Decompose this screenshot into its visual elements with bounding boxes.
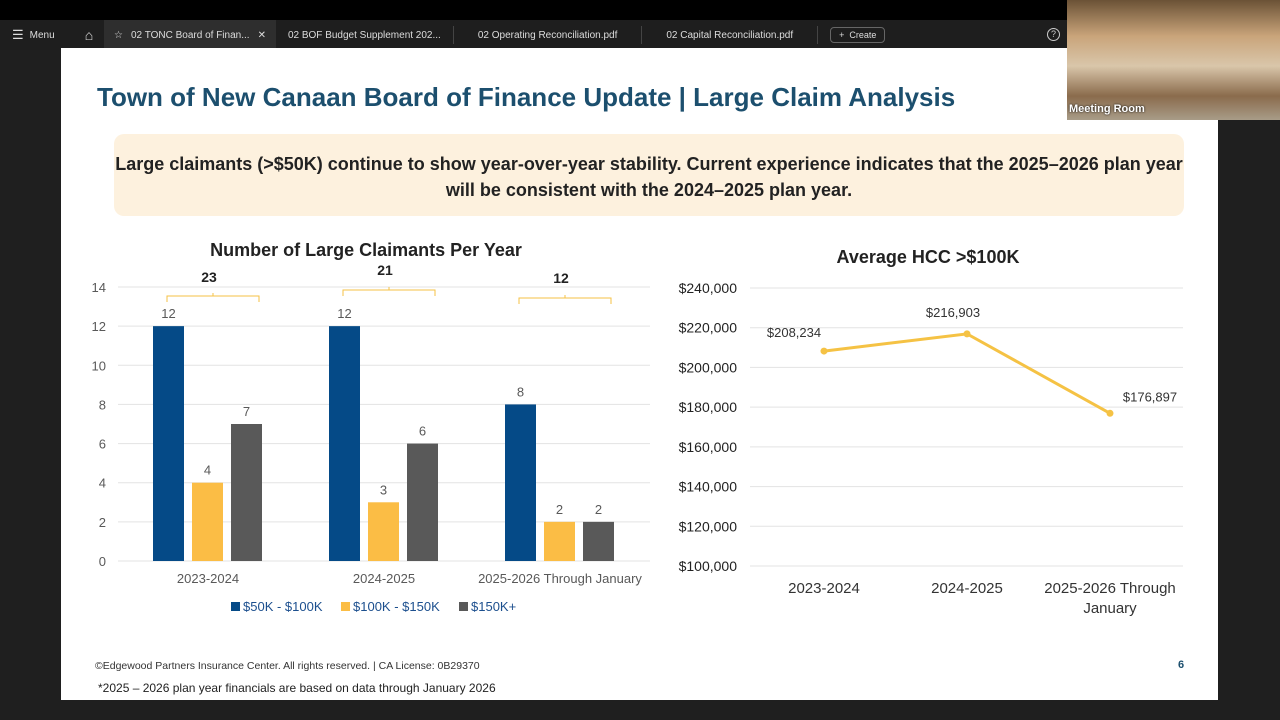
y-tick-label: 4 (99, 476, 106, 491)
video-feed: Meeting Room (1067, 0, 1280, 120)
bar (192, 482, 223, 561)
data-point (1106, 409, 1114, 417)
bar-data-label: 4 (204, 463, 211, 478)
y-tick-label: 2 (99, 515, 106, 530)
x-tick-label: January (1083, 600, 1137, 617)
create-button[interactable]: + Create (830, 27, 886, 43)
x-tick-label: 2023-2024 (788, 580, 860, 597)
top-strip (0, 0, 1280, 20)
y-tick-label: $160,000 (679, 439, 738, 455)
slide-title: Town of New Canaan Board of Finance Upda… (97, 82, 956, 112)
tab[interactable]: 02 BOF Budget Supplement 202... (276, 26, 454, 44)
total-label: 12 (553, 270, 569, 286)
video-label: Meeting Room (1069, 103, 1145, 115)
bar-chart-title: Number of Large Claimants Per Year (210, 240, 522, 260)
y-tick-label: $180,000 (679, 399, 738, 415)
bar-data-label: 2 (556, 502, 563, 517)
y-tick-label: $140,000 (679, 479, 738, 495)
x-tick-label: 2023-2024 (177, 571, 239, 586)
total-label: 21 (377, 262, 393, 278)
bar (505, 404, 536, 561)
close-icon[interactable]: ✕ (257, 29, 266, 41)
legend-label: $100K - $150K (353, 599, 440, 614)
x-tick-label: 2024-2025 (931, 580, 1003, 597)
line-chart-title: Average HCC >$100K (837, 247, 1020, 267)
point-label: $216,903 (926, 305, 980, 320)
y-tick-label: 10 (92, 358, 106, 373)
menu-button[interactable]: ☰ Menu (12, 27, 55, 42)
bar (368, 502, 399, 561)
total-bracket (518, 295, 612, 304)
legend-swatch (341, 602, 350, 611)
y-tick-label: $220,000 (679, 320, 738, 336)
plus-icon: + (839, 30, 845, 40)
home-icon[interactable]: ⌂ (84, 27, 94, 43)
point-label: $176,897 (1123, 389, 1177, 404)
page-number: 6 (1178, 659, 1185, 671)
y-tick-label: $120,000 (679, 518, 738, 534)
bar-data-label: 2 (595, 502, 602, 517)
y-tick-label: 8 (99, 397, 106, 412)
y-tick-label: $240,000 (679, 280, 738, 296)
data-point (820, 347, 828, 355)
tab[interactable]: 02 Operating Reconciliation.pdf (454, 26, 643, 44)
total-bracket (166, 293, 260, 302)
y-tick-label: 6 (99, 437, 106, 452)
x-tick-label: 2025-2026 Through January (478, 571, 642, 586)
line-series (823, 332, 1111, 415)
bar-data-label: 12 (161, 306, 175, 321)
bar (153, 326, 184, 561)
footnote: *2025 – 2026 plan year financials are ba… (98, 681, 496, 695)
total-label: 23 (201, 269, 217, 285)
star-icon[interactable]: ☆ (114, 29, 123, 41)
y-tick-label: $100,000 (679, 558, 738, 574)
y-tick-label: 12 (92, 319, 106, 334)
legend-label: $50K - $100K (243, 599, 323, 614)
y-tick-label: 14 (92, 280, 106, 295)
x-tick-label: 2024-2025 (353, 571, 415, 586)
point-label: $208,234 (767, 325, 821, 340)
bar-data-label: 8 (517, 384, 524, 399)
tab-active[interactable]: ☆ 02 TONC Board of Finan... ✕ (104, 20, 276, 50)
slide: Town of New Canaan Board of Finance Upda… (61, 48, 1218, 700)
y-tick-label: 0 (99, 554, 106, 569)
x-tick-label: 2025-2026 Through (1044, 580, 1176, 597)
y-tick-label: $200,000 (679, 359, 738, 375)
legend-label: $150K+ (471, 599, 516, 614)
bar (544, 521, 575, 561)
data-point (963, 330, 971, 338)
legend-swatch (459, 602, 468, 611)
tab[interactable]: 02 Capital Reconciliation.pdf (642, 26, 819, 44)
bar (407, 443, 438, 561)
legend-swatch (231, 602, 240, 611)
callout: Large claimants (>$50K) continue to show… (114, 134, 1184, 216)
bar (231, 424, 262, 561)
help-icon[interactable]: ? (1047, 28, 1060, 41)
bar-data-label: 6 (419, 424, 426, 439)
viewer-toolbar: ☰ Menu ⌂ ☆ 02 TONC Board of Finan... ✕ 02 B… (0, 20, 1280, 50)
total-bracket (342, 287, 436, 296)
bar (583, 521, 614, 561)
copyright: ©Edgewood Partners Insurance Center. All… (95, 660, 480, 672)
bar-data-label: 12 (337, 306, 351, 321)
hamburger-icon: ☰ (12, 27, 24, 42)
bar-data-label: 3 (380, 482, 387, 497)
bar-data-label: 7 (243, 404, 250, 419)
bar (329, 326, 360, 561)
